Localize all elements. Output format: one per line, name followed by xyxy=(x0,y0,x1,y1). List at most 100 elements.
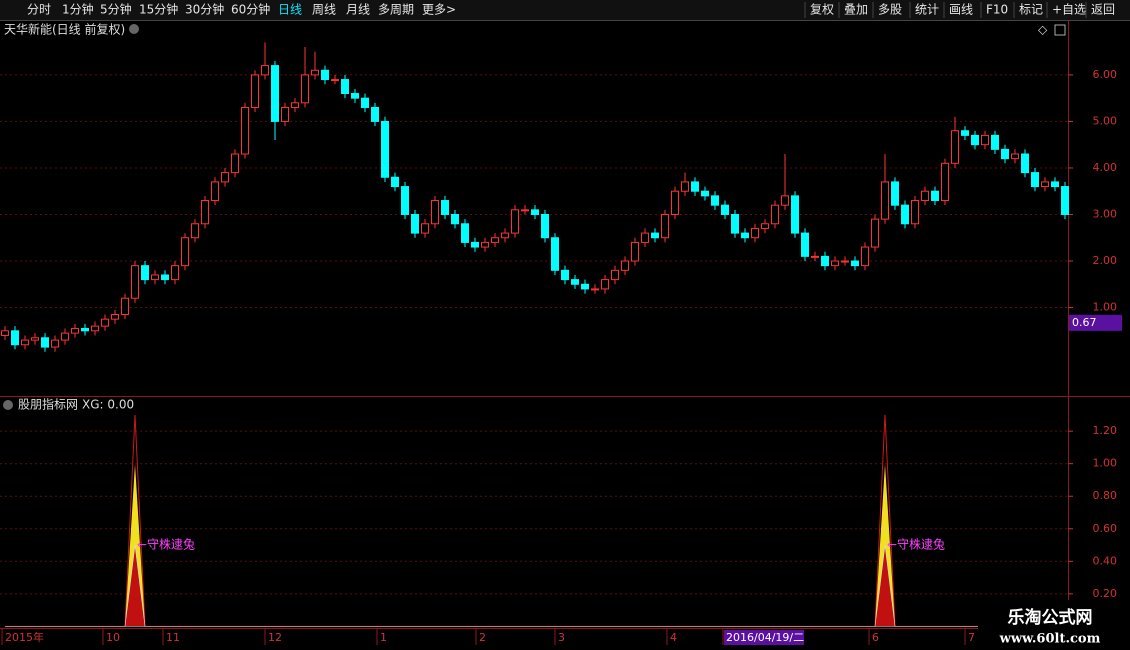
candle-body xyxy=(701,190,709,197)
candle-body xyxy=(11,330,19,346)
toolbar xyxy=(0,0,1130,20)
toolbar-button[interactable]: 统计 xyxy=(915,3,939,17)
candle-body xyxy=(611,269,619,281)
y-tick-label: 0.80 xyxy=(1093,489,1118,502)
candle-body xyxy=(31,337,39,341)
candle-body xyxy=(621,260,629,271)
candle-body xyxy=(501,232,509,239)
candle-body xyxy=(941,162,949,202)
toolbar-button[interactable]: 多股 xyxy=(878,3,902,17)
candle-body xyxy=(981,134,989,146)
icon[interactable] xyxy=(1054,24,1066,36)
candle-body xyxy=(281,106,289,122)
candle-body xyxy=(1031,172,1039,188)
toolbar-tab[interactable]: 日线 xyxy=(278,3,302,17)
toolbar-tab[interactable]: 月线 xyxy=(346,3,370,17)
toolbar-button[interactable]: 叠加 xyxy=(844,3,868,17)
icon[interactable]: ◇ xyxy=(1038,23,1048,37)
candle-body xyxy=(951,130,959,164)
x-tick-label: 12 xyxy=(268,631,282,644)
candle-body xyxy=(301,74,309,104)
candle-body xyxy=(851,260,859,267)
candle-body xyxy=(51,339,59,348)
candle-body xyxy=(721,204,729,215)
candle-body xyxy=(401,186,409,215)
candle-body xyxy=(431,200,439,225)
candle-body xyxy=(971,134,979,146)
candle-body xyxy=(191,223,199,239)
candle-body xyxy=(221,172,229,183)
cursor-value: 0.67 xyxy=(1072,316,1097,329)
candle-body xyxy=(811,255,819,258)
candle-body xyxy=(861,246,869,267)
candle-body xyxy=(21,339,29,346)
watermark-box xyxy=(978,600,1130,650)
candle-body xyxy=(871,218,879,248)
toolbar-tab[interactable]: 60分钟 xyxy=(231,2,270,17)
candle-body xyxy=(991,134,999,150)
x-tick-label: 3 xyxy=(558,631,565,644)
x-tick-label: 11 xyxy=(166,631,180,644)
candle-body xyxy=(531,209,539,215)
candle-body xyxy=(311,69,319,76)
candle-body xyxy=(901,204,909,225)
candle-body xyxy=(831,260,839,267)
candle-body xyxy=(201,200,209,225)
candle-body xyxy=(251,74,259,108)
candle-body xyxy=(1041,181,1049,188)
candle-body xyxy=(121,297,129,316)
candle-body xyxy=(481,241,489,248)
date-highlight xyxy=(724,630,804,645)
candle-body xyxy=(741,232,749,239)
y-tick-label: 2.00 xyxy=(1093,254,1118,267)
candle-body xyxy=(571,279,579,285)
candle-body xyxy=(661,213,669,239)
candle-body xyxy=(101,318,109,327)
candle-body xyxy=(1051,181,1059,188)
toolbar-button[interactable]: +自选 xyxy=(1052,3,1086,17)
toolbar-button[interactable]: 画线 xyxy=(949,3,973,17)
toolbar-button[interactable]: 标记 xyxy=(1019,3,1043,17)
candle-body xyxy=(1061,186,1069,215)
toolbar-button[interactable]: F10 xyxy=(986,3,1008,17)
candle-body xyxy=(1021,153,1029,174)
y-tick-label: 4.00 xyxy=(1093,161,1118,174)
candle-body xyxy=(1,330,9,336)
candle-body xyxy=(791,195,799,234)
y-tick-label: 0.60 xyxy=(1093,522,1118,535)
toolbar-button[interactable]: 返回 xyxy=(1091,3,1115,17)
toolbar-tab[interactable]: 多周期 xyxy=(378,3,414,17)
toolbar-tab[interactable]: 1分钟 xyxy=(62,2,94,17)
toolbar-tab[interactable]: 5分钟 xyxy=(100,2,132,17)
menu-icon[interactable] xyxy=(129,24,139,34)
candle-body xyxy=(91,325,99,332)
toolbar-tab[interactable]: 15分钟 xyxy=(139,2,178,17)
candle-body xyxy=(361,97,369,108)
candle-body xyxy=(681,181,689,192)
toolbar-tab[interactable]: 更多> xyxy=(422,3,456,17)
candle-body xyxy=(331,79,339,82)
toolbar-tab[interactable]: 周线 xyxy=(312,3,336,17)
candle-body xyxy=(411,213,419,234)
toolbar-button[interactable]: 复权 xyxy=(810,3,834,17)
candle-body xyxy=(631,241,639,262)
x-tick-label: 2 xyxy=(479,631,486,644)
x-tick-label: 4 xyxy=(670,631,677,644)
toolbar-tab[interactable]: 30分钟 xyxy=(185,2,224,17)
candle-body xyxy=(591,288,599,291)
toolbar-tab[interactable]: 分时 xyxy=(27,3,51,17)
cursor-value-box xyxy=(1069,314,1122,331)
candle-body xyxy=(671,190,679,215)
candle-body xyxy=(961,130,969,136)
candle-body xyxy=(61,332,69,341)
menu-icon[interactable] xyxy=(3,400,13,410)
candle-body xyxy=(231,153,239,174)
y-tick-label: 6.00 xyxy=(1093,68,1118,81)
candle-body xyxy=(131,265,139,299)
y-tick-label: 1.20 xyxy=(1093,424,1118,437)
candle-body xyxy=(921,190,929,202)
candle-body xyxy=(391,176,399,188)
x-tick-label: 10 xyxy=(106,631,120,644)
candle-body xyxy=(181,237,189,267)
